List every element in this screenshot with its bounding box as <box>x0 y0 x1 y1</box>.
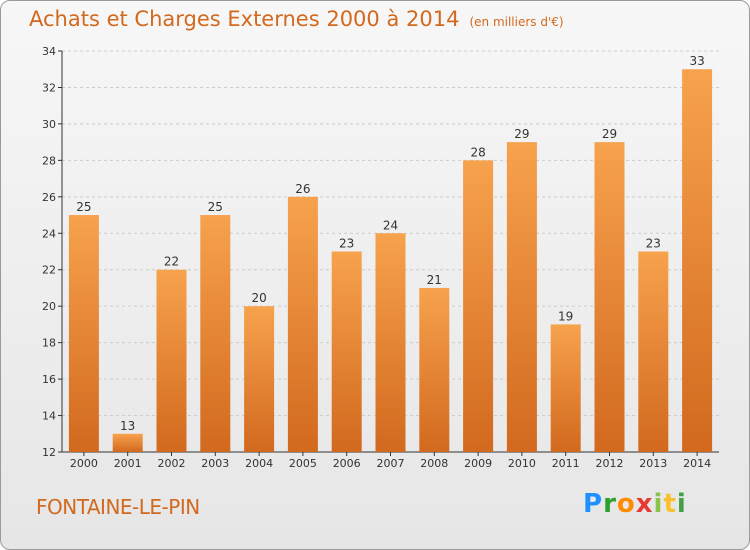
value-label: 26 <box>295 182 310 196</box>
x-tick-label: 2007 <box>377 457 405 470</box>
bar <box>375 233 406 452</box>
bars <box>68 69 713 453</box>
chart-title: Achats et Charges Externes 2000 à 2014 (e… <box>29 7 564 31</box>
y-tick-label: 22 <box>42 264 56 277</box>
bar <box>419 287 450 452</box>
x-tick-label: 2005 <box>289 457 317 470</box>
town-name: FONTAINE-LE-PIN <box>36 495 200 519</box>
value-label: 23 <box>339 237 354 251</box>
bar <box>594 142 625 453</box>
value-label: 24 <box>383 218 398 232</box>
x-tick-label: 2014 <box>683 457 711 470</box>
x-tick-label: 2006 <box>333 457 361 470</box>
bar <box>550 324 581 452</box>
y-tick-label: 20 <box>42 300 56 313</box>
value-label: 19 <box>558 309 573 323</box>
value-label: 29 <box>602 127 617 141</box>
y-tick-label: 24 <box>42 227 56 240</box>
x-tick-label: 2010 <box>508 457 536 470</box>
bar <box>506 142 537 453</box>
x-tick-label: 2003 <box>201 457 229 470</box>
x-tick-label: 2009 <box>464 457 492 470</box>
bar <box>112 433 143 452</box>
value-label: 23 <box>646 237 661 251</box>
chart-title-text: Achats et Charges Externes 2000 à 2014 <box>29 7 460 31</box>
x-tick-label: 2004 <box>245 457 273 470</box>
y-tick-label: 18 <box>42 337 56 350</box>
value-label: 28 <box>470 145 485 159</box>
x-tick-label: 2013 <box>639 457 667 470</box>
y-tick-label: 12 <box>42 446 56 459</box>
x-tick-label: 2012 <box>596 457 624 470</box>
y-tick-label: 28 <box>42 154 56 167</box>
y-tick-label: 30 <box>42 118 56 131</box>
value-label: 29 <box>514 127 529 141</box>
bar <box>68 215 99 452</box>
bar <box>287 196 318 452</box>
value-label: 13 <box>120 419 135 433</box>
y-tick-label: 34 <box>42 45 56 58</box>
y-tick-label: 26 <box>42 191 56 204</box>
x-tick-label: 2002 <box>158 457 186 470</box>
bar <box>244 306 275 452</box>
bar <box>200 215 231 452</box>
bar <box>331 251 362 452</box>
value-label: 22 <box>164 255 179 269</box>
value-label: 20 <box>251 291 266 305</box>
x-tick-label: 2001 <box>114 457 142 470</box>
x-tick-label: 2000 <box>70 457 98 470</box>
x-tick-label: 2011 <box>552 457 580 470</box>
x-tick-label: 2008 <box>420 457 448 470</box>
value-label: 25 <box>208 200 223 214</box>
bar <box>682 69 713 453</box>
proxiti-logo: Proxiti <box>583 489 687 519</box>
bar <box>638 251 669 452</box>
value-label: 25 <box>76 200 91 214</box>
labels: 12 14 16 18 20 22 24 26 28 30 32 34 25 2000 13 2001 22 20… <box>42 45 711 470</box>
y-tick-label: 32 <box>42 81 56 94</box>
chart-subtitle: (en milliers d'€) <box>469 15 564 29</box>
value-label: 21 <box>427 273 442 287</box>
bar <box>463 160 494 452</box>
bar <box>156 269 187 452</box>
y-tick-label: 14 <box>42 410 56 423</box>
y-tick-label: 16 <box>42 373 56 386</box>
value-label: 33 <box>689 54 704 68</box>
